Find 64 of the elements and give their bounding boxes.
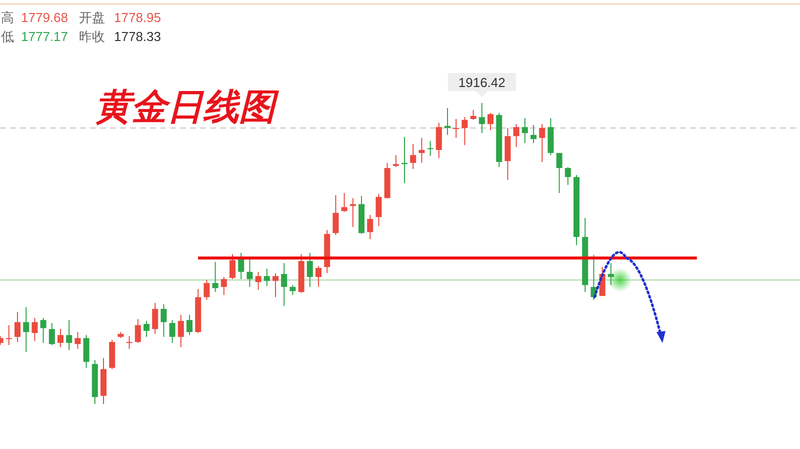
candlestick <box>427 140 434 156</box>
candlestick <box>350 198 356 228</box>
text: 1778.33 <box>114 29 161 44</box>
candlestick <box>316 266 322 288</box>
candlestick <box>126 335 132 350</box>
text: 1777.17 <box>21 29 68 44</box>
candlestick <box>392 154 399 168</box>
candlestick <box>488 112 494 131</box>
text: 开盘 <box>79 10 105 25</box>
candlestick <box>48 322 55 346</box>
candlestick <box>410 143 416 170</box>
candlestick <box>436 122 442 159</box>
candlestick <box>341 192 348 212</box>
candlestick <box>246 256 253 288</box>
candlestick <box>66 320 72 351</box>
text: 低 <box>1 29 14 44</box>
candlestick <box>608 262 614 286</box>
candlestick <box>539 124 546 162</box>
candlestick <box>444 108 450 136</box>
candlestick <box>513 124 520 148</box>
candlestick <box>264 268 270 287</box>
candlestick <box>332 194 339 236</box>
candlestick <box>134 318 141 344</box>
text: 高 <box>1 10 14 25</box>
candlestick <box>556 152 562 194</box>
text: 1779.68 <box>21 10 68 25</box>
chart-title: 黄金日线图 <box>95 87 280 127</box>
candlestick <box>23 306 30 352</box>
candlestick <box>281 262 288 306</box>
candlestick <box>160 304 167 338</box>
candlestick <box>186 314 192 336</box>
candlestick <box>32 317 38 342</box>
candlestick <box>144 320 150 338</box>
candlestick <box>238 252 244 280</box>
candlestick <box>564 166 571 186</box>
candlestick <box>272 272 278 298</box>
candlestick <box>178 314 184 348</box>
candlestick <box>522 118 528 144</box>
annotation: 1916.42 <box>458 75 506 90</box>
candlestick <box>40 317 46 344</box>
candlestick <box>230 254 236 280</box>
candlestick <box>290 284 296 296</box>
candlestick <box>530 124 536 144</box>
text: 1778.95 <box>114 10 161 25</box>
candlestick <box>14 311 20 342</box>
candlestick <box>306 252 313 288</box>
candlestick <box>204 279 210 300</box>
candlestick <box>255 271 262 290</box>
candlestick <box>83 334 90 368</box>
candlestick <box>470 109 476 120</box>
candlestick <box>418 137 425 164</box>
candlestick <box>74 332 81 350</box>
candlestick <box>58 328 64 348</box>
candlestick <box>376 193 382 227</box>
candlestick <box>169 320 176 344</box>
candlestick <box>478 102 485 134</box>
candlestick <box>367 214 374 240</box>
candlestick <box>212 261 218 293</box>
candlestick <box>6 324 12 346</box>
candlestick <box>220 276 227 296</box>
candlestick <box>453 118 460 138</box>
text: 昨收 <box>79 29 105 44</box>
candlestick <box>462 116 468 146</box>
candlestick <box>152 302 158 334</box>
